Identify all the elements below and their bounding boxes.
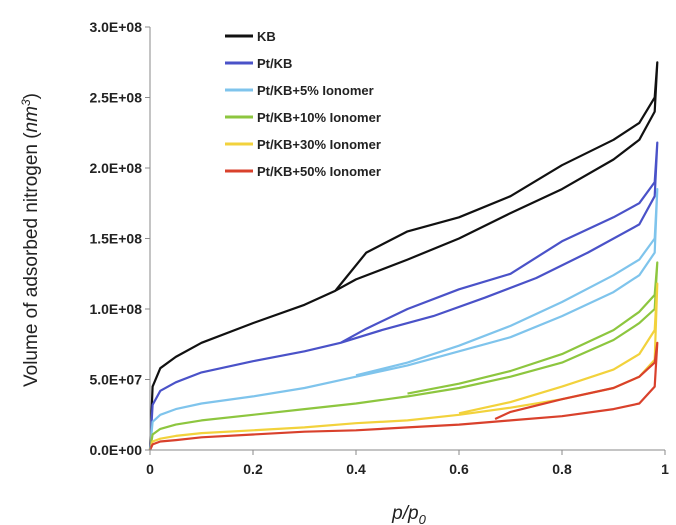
series-line-pt-kb <box>148 141 659 451</box>
legend-label-pt-kb: Pt/KB <box>257 56 292 71</box>
x-axis-title: p/p0 <box>391 503 426 525</box>
y-axis-title-superscript: 3 <box>19 99 33 106</box>
y-tick-label: 2.0E+08 <box>89 160 142 176</box>
series-line-pt-kb-10-ionomer <box>148 261 659 451</box>
x-tick-label: 0.8 <box>552 461 572 477</box>
legend-label-pt-kb-30-ionomer: Pt/KB+30% Ionomer <box>257 137 381 152</box>
y-tick-label: 0.0E+00 <box>89 442 142 458</box>
x-tick-label: 0.6 <box>449 461 469 477</box>
legend-label-kb: KB <box>257 29 276 44</box>
y-tick-label: 5.0E+07 <box>89 372 142 388</box>
x-axis-title-subscript: 0 <box>419 512 427 525</box>
y-axis: 0.0E+00 5.0E+07 1.0E+08 1.5E+08 2.0E+08 2.5E+… <box>89 19 151 458</box>
y-tick-label: 2.5E+08 <box>89 90 142 106</box>
x-tick-label: 0.4 <box>346 461 366 477</box>
x-tick-label: 0 <box>146 461 154 477</box>
y-tick-label: 3.0E+08 <box>89 19 142 35</box>
x-tick-label: 0.2 <box>243 461 263 477</box>
x-tick-label: 1 <box>661 461 669 477</box>
y-axis-title-text: Volume of adsorbed nitrogen ( <box>21 132 42 387</box>
y-tick-label: 1.5E+08 <box>89 231 142 247</box>
x-axis-title-base: p/p <box>391 503 418 524</box>
x-axis: 0 0.2 0.4 0.6 0.8 1 <box>146 449 669 477</box>
series-line-pt-kb-5-ionomer <box>148 188 659 451</box>
series-line-kb <box>148 61 659 451</box>
legend-label-pt-kb-10-ionomer: Pt/KB+10% Ionomer <box>257 110 381 125</box>
series-line-pt-kb-50-ionomer <box>149 341 659 451</box>
y-tick-label: 1.0E+08 <box>89 301 142 317</box>
legend-label-pt-kb-50-ionomer: Pt/KB+50% Ionomer <box>257 164 381 179</box>
y-axis-title: Volume of adsorbed nitrogen (nm3) <box>19 93 42 387</box>
legend: KB Pt/KB Pt/KB+5% Ionomer Pt/KB+10% Ionomer… <box>225 29 381 179</box>
y-axis-title-close: ) <box>21 93 42 99</box>
series-line-pt-kb-30-ionomer <box>148 282 659 451</box>
plot-area <box>148 61 659 451</box>
legend-label-pt-kb-5-ionomer: Pt/KB+5% Ionomer <box>257 83 374 98</box>
y-axis-title-unit: nm <box>21 106 42 132</box>
